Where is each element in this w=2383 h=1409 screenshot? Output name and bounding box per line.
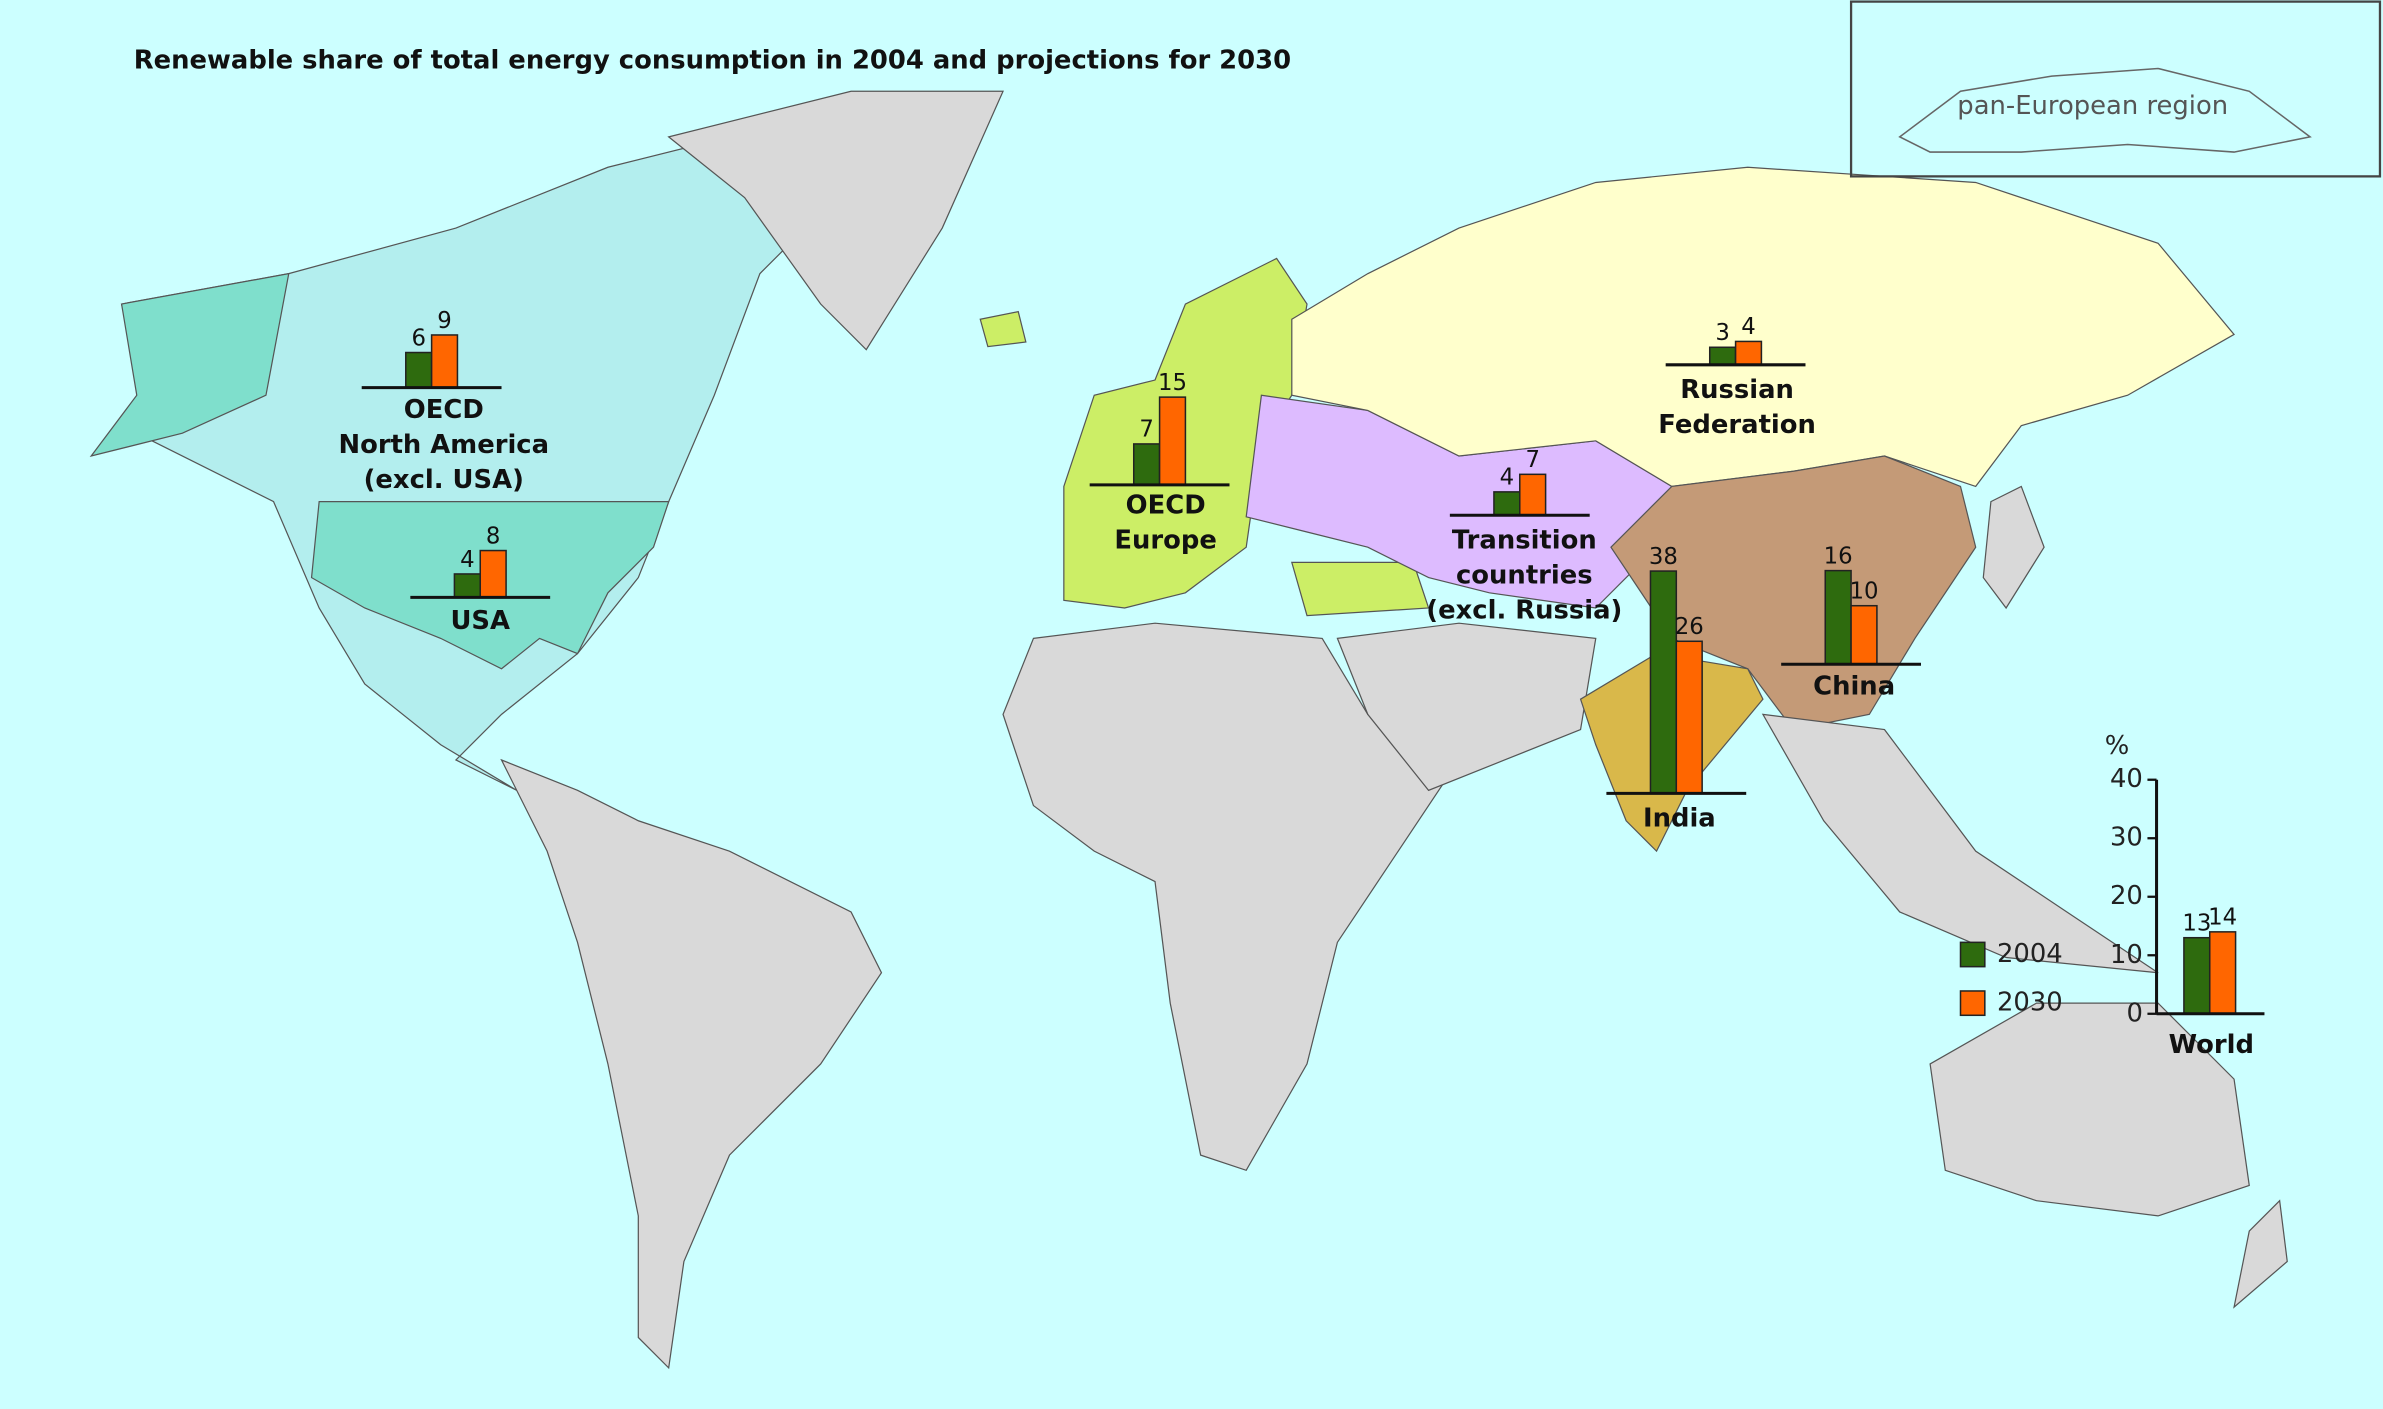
region-label: India — [1643, 804, 1716, 834]
legend-swatch — [1959, 941, 1986, 968]
turkey — [1290, 561, 1430, 617]
inset-label: pan-European region — [1957, 91, 2228, 121]
japan — [1982, 485, 2045, 610]
region-label: OECD — [404, 395, 484, 425]
legend-label: 2030 — [1997, 988, 2063, 1018]
value-label: 38 — [1649, 544, 1678, 570]
value-label: 4 — [1500, 465, 1514, 491]
bar — [1708, 346, 1737, 366]
new-zealand — [2233, 1199, 2288, 1309]
region-label: China — [1813, 672, 1895, 702]
region-label: World — [2169, 1030, 2254, 1060]
y-tick-label: 10 — [2110, 940, 2143, 970]
y-tick-label: 20 — [2110, 881, 2143, 911]
canada-mexico — [120, 120, 852, 791]
value-label: 3 — [1715, 320, 1729, 346]
bar — [1824, 569, 1852, 665]
inset-outline — [1898, 67, 2312, 153]
value-label: 6 — [411, 325, 426, 351]
y-tick-label: 30 — [2110, 823, 2143, 853]
value-label: 4 — [1741, 314, 1756, 340]
bar — [1158, 396, 1187, 486]
value-label: 10 — [1849, 579, 1878, 605]
bar — [2208, 931, 2237, 1015]
middle-east — [1336, 622, 1597, 792]
latin-america — [500, 758, 883, 1370]
bar — [1132, 443, 1161, 486]
bar — [1734, 340, 1763, 366]
africa — [1002, 622, 1460, 1172]
bar — [1519, 473, 1547, 517]
inset-box — [1849, 0, 2382, 178]
value-label: 4 — [460, 547, 475, 573]
bar — [1493, 491, 1521, 517]
bar — [405, 351, 433, 389]
greenland — [667, 90, 1004, 351]
landmasses — [89, 90, 2288, 1370]
region-label: Europe — [1114, 526, 1217, 556]
australia — [1929, 1002, 2250, 1217]
region-label: Transition — [1452, 526, 1597, 556]
region-label: OECD — [1126, 491, 1206, 521]
legend-label: 2004 — [1997, 939, 2063, 969]
value-label: 7 — [1139, 417, 1154, 443]
region-label: (excl. Russia) — [1426, 596, 1622, 626]
region-label: Federation — [1658, 410, 1816, 440]
bar — [2183, 936, 2211, 1015]
china — [1610, 455, 1977, 731]
region-label: countries — [1456, 561, 1593, 591]
region-label: USA — [450, 606, 510, 636]
value-label: 7 — [1525, 447, 1539, 473]
bar — [453, 573, 482, 599]
bar — [1675, 640, 1703, 795]
iceland — [979, 310, 1027, 348]
alaska — [89, 272, 290, 458]
region-label: North America — [338, 430, 549, 460]
bar — [430, 334, 459, 389]
axis-unit: % — [2105, 731, 2130, 761]
bar — [1649, 570, 1678, 795]
value-label: 14 — [2208, 905, 2237, 931]
value-label: 8 — [486, 523, 501, 549]
bar — [479, 549, 507, 599]
value-label: 26 — [1675, 614, 1704, 640]
bar — [1850, 604, 1878, 665]
value-label: 15 — [1158, 370, 1187, 396]
value-label: 13 — [2182, 911, 2211, 937]
region-label: (excl. USA) — [364, 465, 524, 495]
russia — [1291, 166, 2235, 488]
region-label: Russian — [1680, 375, 1794, 405]
legend-swatch — [1959, 990, 1986, 1017]
y-tick-label: 40 — [2110, 764, 2143, 794]
y-tick-label: 0 — [2126, 998, 2142, 1028]
title: Renewable share of total energy consumpt… — [134, 45, 1291, 75]
value-label: 9 — [437, 308, 452, 334]
value-label: 16 — [1824, 543, 1853, 569]
